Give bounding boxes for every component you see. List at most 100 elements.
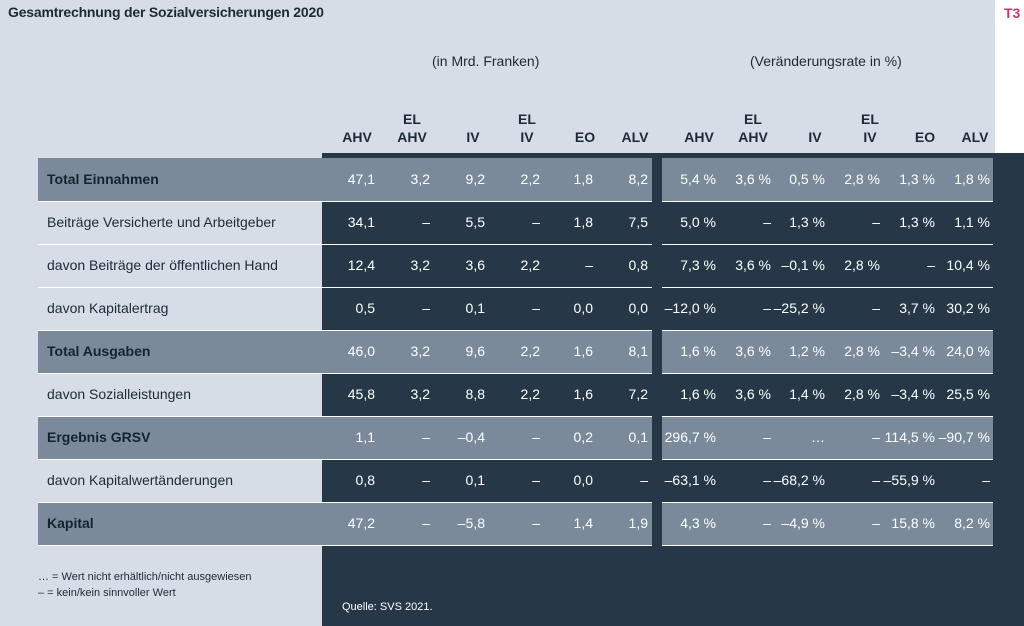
table-cell: –3,4 %: [891, 386, 935, 402]
table-cell: 2,8 %: [844, 171, 880, 187]
table-cell: 3,2: [410, 386, 430, 402]
table-row: davon Beiträge der öffentlichen Hand 12,4…: [38, 244, 993, 287]
table-cell: 296,7 %: [664, 429, 716, 445]
table-cell: 8,1: [628, 343, 648, 359]
table-cell: –: [532, 472, 540, 488]
table-cell: 47,2: [347, 515, 375, 531]
row-divider: [38, 459, 993, 460]
table-cell: 4,3 %: [680, 515, 716, 531]
table-cell: 3,6 %: [735, 257, 771, 273]
table-row: davon Kapitalwertänderungen 0,8–0,1–0,0– –…: [38, 459, 993, 502]
table-cell: 30,2 %: [946, 300, 990, 316]
table-cell: 3,2: [410, 257, 430, 273]
column-header: EO: [895, 110, 955, 146]
table-cell: –: [422, 472, 430, 488]
column-header: EL IV: [840, 110, 900, 146]
column-header-line-2: AHV: [342, 129, 372, 145]
table-cell: 1,4 %: [789, 386, 825, 402]
table-cell: –: [532, 429, 540, 445]
table-cell: 1,6: [573, 343, 593, 359]
table-cell: 2,8 %: [844, 343, 880, 359]
table-cell: 0,5: [355, 300, 375, 316]
table-cell: 8,2 %: [954, 515, 990, 531]
column-header-line-2: IV: [863, 129, 877, 145]
table-cell: 1,6 %: [680, 343, 716, 359]
table-cell: –55,9 %: [883, 472, 935, 488]
table-cell: 0,1: [465, 300, 485, 316]
column-header: EL AHV: [382, 110, 442, 146]
table-cell: –: [640, 472, 648, 488]
table-row: davon Kapitalertrag 0,5 – 0,1 – 0,0 0,0 –12,0 %…: [38, 287, 993, 330]
column-header-line-2: ALV: [621, 129, 649, 145]
table-cell: 2,8 %: [844, 386, 880, 402]
table-cell: –: [422, 515, 430, 531]
table-cell: –: [763, 515, 771, 531]
table-cell: –: [422, 429, 430, 445]
table-cell: –68,2 %: [773, 472, 825, 488]
column-header: AHV: [327, 110, 387, 146]
row-divider: [38, 330, 993, 331]
table-cell: –: [422, 300, 430, 316]
table-cell: 3,6: [465, 257, 485, 273]
table-cell: 1,4: [573, 515, 593, 531]
table-row: Total Einnahmen 47,1 3,2 9,2 2,2 1,8 8,2 5,4 % 3…: [38, 158, 993, 201]
table-cell: –90,7 %: [938, 429, 990, 445]
table-cell: 7,2: [628, 386, 648, 402]
row-divider: [38, 287, 993, 288]
column-header: EL AHV: [723, 110, 783, 146]
table-cell: 1,6: [573, 386, 593, 402]
row-divider: [38, 502, 993, 503]
table-tag: T3: [1004, 5, 1021, 21]
row-label: davon Kapitalertrag: [47, 300, 169, 316]
table-cell: –: [872, 429, 880, 445]
column-header: EO: [555, 110, 615, 146]
table-cell: 34,1: [347, 214, 375, 230]
table-cell: –: [763, 472, 771, 488]
table-cell: 7,5: [628, 214, 648, 230]
table-cell: 15,8 %: [891, 515, 935, 531]
row-label: davon Beiträge der öffentlichen Hand: [47, 257, 278, 273]
table-cell: 9,2: [465, 171, 485, 187]
table-row: Ergebnis GRSV 1,1– –0,4–0,2 0,1 296,7 % –… –11…: [38, 416, 993, 459]
table-cell: 0,0: [573, 472, 593, 488]
table-cell: 1,2 %: [789, 343, 825, 359]
table-cell: 5,5: [465, 214, 485, 230]
table-cell: 3,6 %: [735, 171, 771, 187]
group-label-values: (in Mrd. Franken): [432, 53, 540, 69]
column-header-line-2: IV: [808, 129, 822, 145]
table-cell: 1,1: [355, 429, 375, 445]
table-cell: –: [763, 429, 771, 445]
table-cell: 2,2: [520, 171, 540, 187]
table-cell: –: [763, 300, 771, 316]
table-cell: –: [585, 257, 593, 273]
table-cell: –: [872, 214, 880, 230]
column-header-line-2: IV: [520, 129, 534, 145]
row-label: davon Kapitalwertänderungen: [47, 472, 234, 488]
table-cell: 0,8: [628, 257, 648, 273]
table-cell: …: [811, 429, 825, 445]
column-header-line-2: AHV: [738, 129, 768, 145]
data-area-background: [322, 153, 1024, 626]
table-cell: 0,5 %: [789, 171, 825, 187]
table-cell: –: [982, 472, 990, 488]
table-cell: 0,1: [628, 429, 648, 445]
column-header-line-2: IV: [466, 129, 480, 145]
table-cell: 1,8: [573, 171, 593, 187]
column-header-line-1: [669, 110, 729, 128]
table-cell: –: [532, 300, 540, 316]
row-divider: [38, 416, 993, 417]
column-header-line-2: EO: [914, 129, 936, 145]
row-divider: [38, 373, 993, 374]
row-label: davon Sozialleistungen: [47, 386, 191, 402]
group-label-change-rate: (Veränderungsrate in %): [750, 53, 902, 69]
table-title: Gesamtrechnung der Sozialversicherungen …: [8, 4, 324, 20]
table-cell: 8,2: [628, 171, 648, 187]
column-header-line-1: [327, 110, 387, 128]
table-cell: 2,2: [520, 257, 540, 273]
table-cell: –: [872, 300, 880, 316]
column-header-line-1: [945, 110, 1005, 128]
table-cell: –12,0 %: [664, 300, 716, 316]
table-cell: 114,5 %: [884, 429, 935, 445]
table-cell: 2,2: [520, 343, 540, 359]
column-header-line-1: EL: [861, 111, 879, 127]
